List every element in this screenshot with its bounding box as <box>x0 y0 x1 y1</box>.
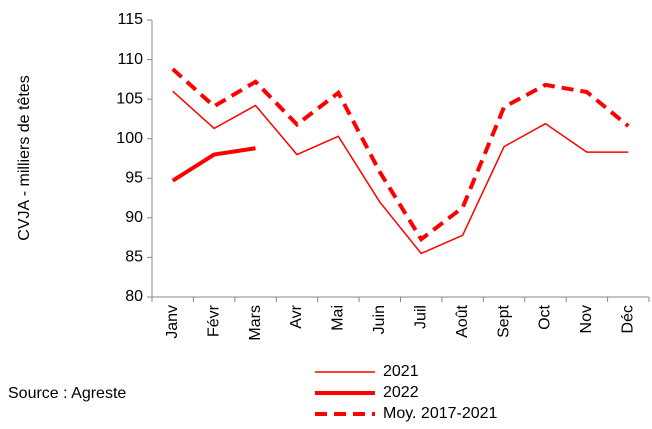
x-tick-label: Janv <box>164 305 181 339</box>
series-line <box>171 146 256 183</box>
y-tick-label: 95 <box>125 170 143 187</box>
x-tick-label: Avr <box>288 304 305 328</box>
y-tick-label: 80 <box>125 288 143 305</box>
y-tick-label: 115 <box>117 11 143 28</box>
x-tick-label: Févr <box>205 304 222 337</box>
y-tick-label: 105 <box>116 90 143 107</box>
x-tick-label: Mai <box>330 305 347 331</box>
source-note: Source : Agreste <box>8 385 126 402</box>
x-tick-label: Nov <box>578 305 595 333</box>
series-line <box>172 90 629 255</box>
y-axis-label: CVJA - milliers de têtes <box>16 75 33 240</box>
y-tick-label: 100 <box>116 130 143 147</box>
legend-label: Moy. 2017-2021 <box>383 405 498 422</box>
x-tick-label: Sept <box>495 304 512 337</box>
x-tick-label: Déc <box>620 305 637 333</box>
legend-label: 2022 <box>383 384 419 401</box>
x-tick-label: Oct <box>537 304 554 329</box>
x-tick-label: Juin <box>371 305 388 334</box>
legend-label: 2021 <box>383 363 419 380</box>
y-tick-label: 85 <box>125 249 143 266</box>
x-tick-label: Juil <box>412 305 429 329</box>
y-tick-label: 110 <box>117 51 143 68</box>
series-line <box>171 67 630 243</box>
y-tick-label: 90 <box>125 209 143 226</box>
x-tick-label: Mars <box>247 305 264 341</box>
x-tick-label: Août <box>454 304 471 337</box>
